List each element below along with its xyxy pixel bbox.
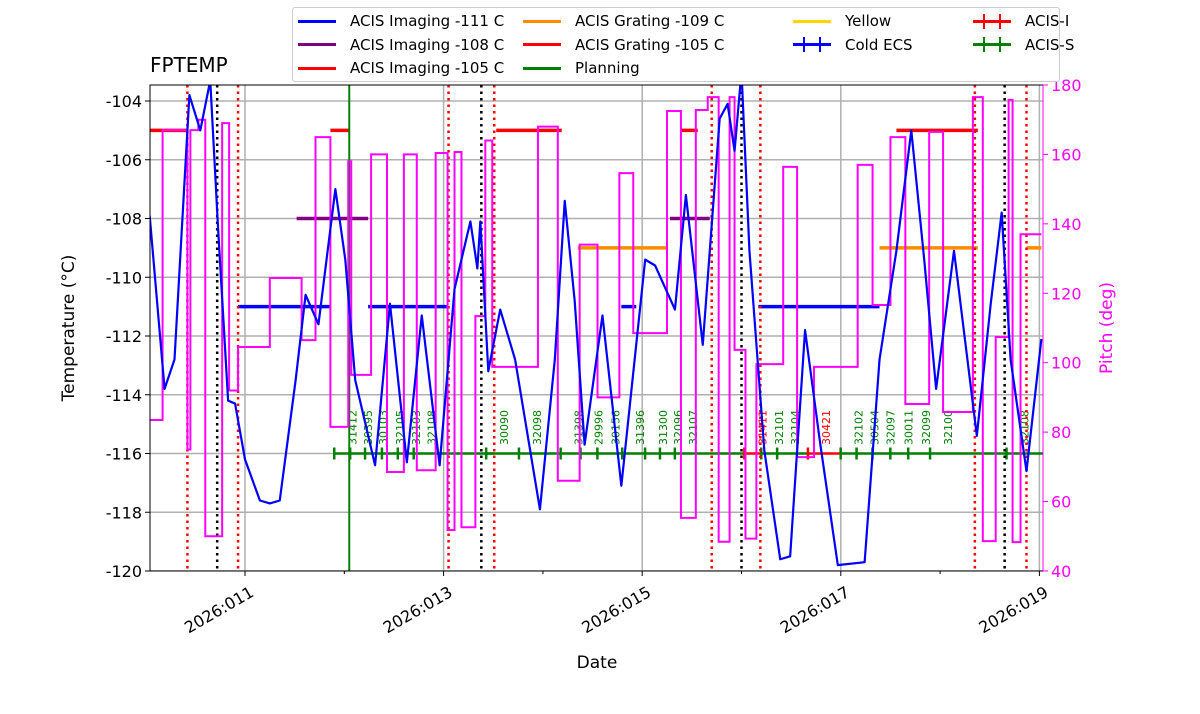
y-tick-label: -110 <box>106 268 142 287</box>
legend-item: ACIS Imaging -105 C <box>298 57 504 79</box>
legend: ACIS Imaging -111 C ACIS Imaging -108 C AC… <box>292 7 1074 82</box>
legend-label: ACIS-S <box>1025 35 1075 54</box>
y-axis-label: Temperature (°C) <box>59 255 79 403</box>
legend-swatch <box>973 37 1011 52</box>
x-axis-label: Date <box>577 653 618 673</box>
legend-swatch <box>973 13 1011 29</box>
legend-item: ACIS Imaging -108 C <box>298 34 504 56</box>
legend-label: Cold ECS <box>845 35 913 54</box>
obsid-label: 32102 <box>853 410 866 445</box>
plot-area: 31412 30395 30103 32105 32103 32108 30090 32098… <box>150 85 1043 571</box>
y2-axis-label: Pitch (deg) <box>1097 282 1117 374</box>
obsid-label: 29996 <box>593 410 606 445</box>
obsid-label: 32099 <box>920 410 933 445</box>
legend-label: ACIS Grating -109 C <box>575 12 725 30</box>
x-tick-label: 2026:013 <box>380 582 456 637</box>
legend-label: Yellow <box>845 12 892 30</box>
obsid-label: 31300 <box>657 410 670 445</box>
obsid-label: 32101 <box>773 410 786 445</box>
legend-label: Planning <box>575 59 640 77</box>
legend-label: ACIS Imaging -111 C <box>350 12 505 30</box>
x-tick-label: 2026:015 <box>578 582 654 637</box>
y-tick-label: -106 <box>106 151 142 170</box>
y2-tick-label: 140 <box>1051 215 1082 234</box>
y-tick-label: -104 <box>106 92 142 111</box>
y2-tick-label: 60 <box>1051 493 1071 512</box>
legend-swatch <box>793 37 831 52</box>
legend-item: Planning <box>523 57 640 79</box>
legend-label: ACIS Imaging -108 C <box>350 35 505 54</box>
y-tick-label: -114 <box>106 386 142 405</box>
legend-label: ACIS Grating -105 C <box>575 35 725 54</box>
obsid-label: 30395 <box>362 410 375 445</box>
legend-swatch <box>298 66 336 70</box>
legend-item: Cold ECS <box>793 34 913 56</box>
y-tick-label: -116 <box>106 445 142 464</box>
obsid-label: 30421 <box>820 410 833 445</box>
legend-swatch <box>298 19 336 23</box>
legend-swatch <box>523 66 561 70</box>
y2-tick-label: 80 <box>1051 423 1071 442</box>
legend-swatch <box>523 19 561 23</box>
legend-item: ACIS-I <box>973 10 1069 32</box>
legend-item: Yellow <box>793 10 891 32</box>
y2-tick-label: 120 <box>1051 284 1082 303</box>
obsid-label: 32097 <box>884 410 897 445</box>
legend-label: ACIS Imaging -105 C <box>350 59 505 77</box>
legend-swatch <box>298 43 336 46</box>
y-tick-label: -120 <box>106 562 142 581</box>
y-tick-label: -118 <box>106 503 142 522</box>
legend-label: ACIS-I <box>1025 12 1070 30</box>
y2-tick-label: 100 <box>1051 354 1082 373</box>
obsid-label: 32107 <box>687 410 700 445</box>
obsid-label: 31396 <box>634 410 647 445</box>
axes-frame <box>149 84 1044 572</box>
legend-swatch <box>793 19 831 23</box>
obsid-label: 32100 <box>942 410 955 445</box>
y-tick-label: -108 <box>106 210 142 229</box>
y2-tick-label: 40 <box>1051 562 1071 581</box>
chart-title: FPTEMP <box>150 53 228 77</box>
legend-item: ACIS Grating -105 C <box>523 34 724 56</box>
obsid-label: 32098 <box>531 410 544 445</box>
legend-swatch <box>523 43 561 46</box>
x-tick-label: 2026:011 <box>181 582 257 637</box>
legend-item: ACIS Grating -109 C <box>523 10 724 32</box>
y2-tick-label: 160 <box>1051 145 1082 164</box>
obsid-label: 30011 <box>902 410 915 445</box>
x-tick-label: 2026:019 <box>976 582 1052 637</box>
legend-item: ACIS Imaging -111 C <box>298 10 504 32</box>
obsid-label: 30090 <box>498 410 511 445</box>
x-tick-label: 2026:017 <box>777 582 853 637</box>
temperature-line <box>150 85 1043 567</box>
y-tick-label: -112 <box>106 327 142 346</box>
obsid-label: 32096 <box>672 410 685 445</box>
legend-item: ACIS-S <box>973 34 1074 56</box>
